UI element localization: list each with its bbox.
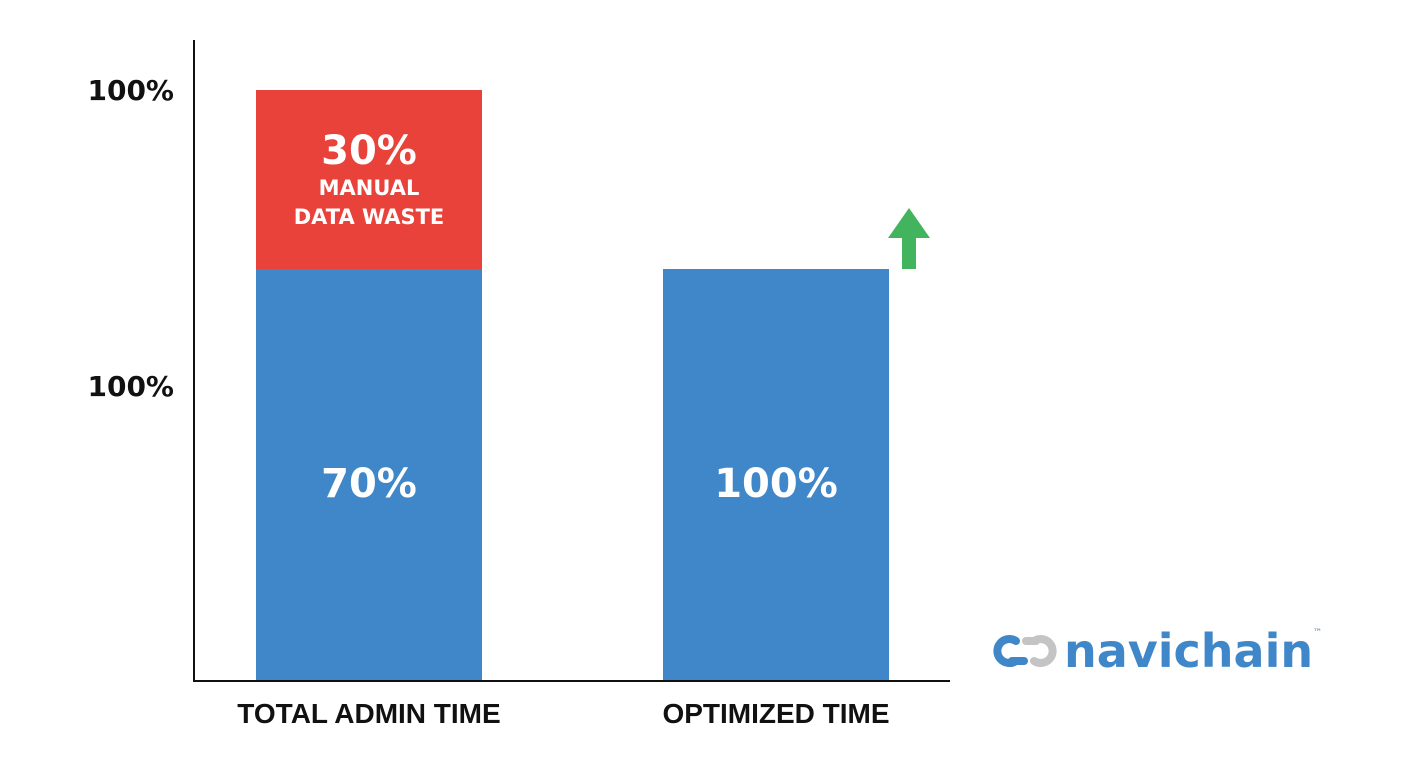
bar-optimized-time: 100% (663, 269, 889, 680)
y-tick-label-middle: 100% (87, 370, 174, 403)
optimized-percent-label: 100% (714, 461, 838, 507)
up-arrow-icon (888, 208, 930, 269)
trademark-symbol: ™ (1313, 628, 1323, 638)
productive-percent-label: 70% (321, 461, 417, 507)
waste-percent-label: 30% (321, 128, 417, 174)
waste-caption-line1: MANUAL (318, 176, 420, 200)
y-axis-line (193, 40, 195, 682)
x-axis-line (193, 680, 950, 682)
category-label-total-admin-time: TOTAL ADMIN TIME (237, 698, 501, 729)
logo-wordmark: navichain (1064, 624, 1314, 678)
navichain-logo: navichain ™ (990, 628, 1322, 674)
category-label-optimized-time: OPTIMIZED TIME (662, 698, 890, 729)
bar-segment-productive-time: 70% (256, 269, 482, 680)
bar-segment-manual-data-waste: 30% MANUAL DATA WASTE (256, 90, 482, 269)
y-tick-label-top: 100% (87, 74, 174, 107)
waste-caption-line2: DATA WASTE (293, 205, 445, 229)
chain-link-icon (993, 635, 1057, 667)
